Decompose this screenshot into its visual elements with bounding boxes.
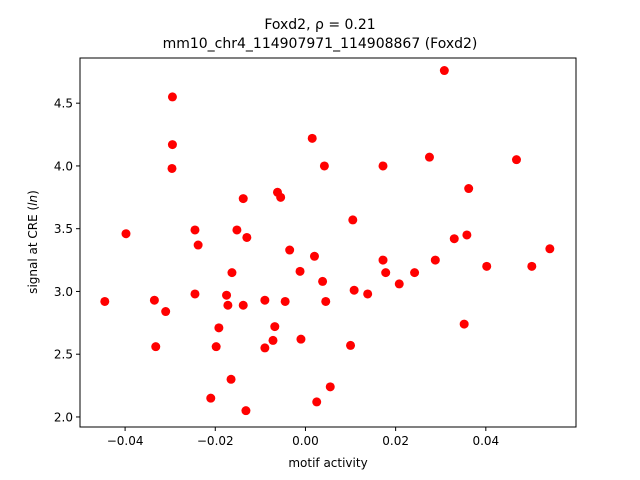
data-point bbox=[318, 276, 328, 286]
data-point bbox=[325, 382, 335, 392]
data-point bbox=[312, 397, 322, 407]
chart-title-line1: Foxd2, ρ = 0.21 bbox=[264, 17, 375, 33]
data-point bbox=[285, 245, 295, 255]
data-point bbox=[270, 322, 280, 332]
data-point bbox=[223, 300, 233, 310]
data-point bbox=[348, 215, 358, 225]
data-point bbox=[190, 225, 200, 235]
data-point bbox=[511, 155, 521, 165]
data-point bbox=[321, 296, 331, 306]
data-point bbox=[319, 161, 329, 171]
x-axis-label: motif activity bbox=[288, 456, 367, 470]
data-point bbox=[482, 261, 492, 271]
y-tick-label: 2.0 bbox=[54, 410, 73, 424]
y-tick-label: 3.0 bbox=[54, 285, 73, 299]
data-point bbox=[363, 289, 373, 299]
y-tick-label: 4.5 bbox=[54, 97, 73, 111]
data-point bbox=[424, 152, 434, 162]
x-tick-label: 0.02 bbox=[382, 434, 409, 448]
data-point bbox=[394, 279, 404, 289]
data-point bbox=[349, 285, 359, 295]
data-point bbox=[276, 192, 286, 202]
data-point bbox=[346, 340, 356, 350]
data-point bbox=[464, 184, 474, 194]
data-point bbox=[227, 268, 237, 278]
data-point bbox=[378, 255, 388, 265]
data-point bbox=[439, 66, 449, 76]
y-axis-ticks: 2.0 2.5 3.0 3.5 4.0 4.5 bbox=[54, 97, 80, 424]
x-axis-ticks: −0.04 −0.02 0.00 0.02 0.04 bbox=[107, 427, 499, 448]
data-point bbox=[149, 295, 159, 305]
data-point bbox=[214, 323, 224, 333]
data-point bbox=[459, 319, 469, 329]
y-tick-label: 3.5 bbox=[54, 222, 73, 236]
data-point bbox=[226, 374, 236, 384]
data-point bbox=[449, 234, 459, 244]
data-point bbox=[381, 268, 391, 278]
data-point bbox=[167, 140, 177, 150]
data-point bbox=[242, 232, 252, 242]
data-point bbox=[527, 261, 537, 271]
data-point bbox=[222, 290, 232, 300]
data-point bbox=[232, 225, 242, 235]
data-point bbox=[238, 300, 248, 310]
data-point bbox=[241, 406, 251, 416]
x-tick-label: 0.04 bbox=[472, 434, 499, 448]
data-point bbox=[545, 244, 555, 254]
data-point bbox=[151, 342, 161, 352]
data-point bbox=[161, 307, 171, 317]
y-axis-label-ln: ln bbox=[26, 195, 40, 206]
data-point bbox=[193, 240, 203, 250]
data-point bbox=[167, 92, 177, 102]
data-point bbox=[296, 334, 306, 344]
data-point bbox=[167, 163, 177, 173]
data-point bbox=[190, 289, 200, 299]
x-tick-label: −0.02 bbox=[197, 434, 234, 448]
data-point bbox=[295, 266, 305, 276]
y-tick-label: 2.5 bbox=[54, 348, 73, 362]
data-point bbox=[309, 251, 319, 261]
chart-title-line2: mm10_chr4_114907971_114908867 (Foxd2) bbox=[163, 36, 478, 52]
data-point bbox=[260, 343, 270, 353]
data-point bbox=[268, 335, 278, 345]
data-point bbox=[206, 393, 216, 403]
data-point bbox=[121, 229, 131, 239]
data-point bbox=[280, 296, 290, 306]
data-point bbox=[211, 342, 221, 352]
x-tick-label: 0.00 bbox=[292, 434, 319, 448]
data-point bbox=[238, 194, 248, 204]
data-point bbox=[307, 133, 317, 143]
data-point bbox=[430, 255, 440, 265]
points-layer bbox=[100, 66, 555, 416]
y-axis-label-suffix: ) bbox=[26, 190, 40, 195]
y-axis-label: signal at CRE (ln) bbox=[26, 190, 40, 294]
y-axis-label-prefix: signal at CRE ( bbox=[26, 206, 40, 294]
data-point bbox=[410, 268, 420, 278]
plot-frame bbox=[79, 57, 577, 428]
data-point bbox=[462, 230, 472, 240]
data-point bbox=[260, 295, 270, 305]
y-tick-label: 4.0 bbox=[54, 159, 73, 173]
data-point bbox=[100, 296, 110, 306]
data-point bbox=[378, 161, 388, 171]
x-tick-label: −0.04 bbox=[107, 434, 144, 448]
